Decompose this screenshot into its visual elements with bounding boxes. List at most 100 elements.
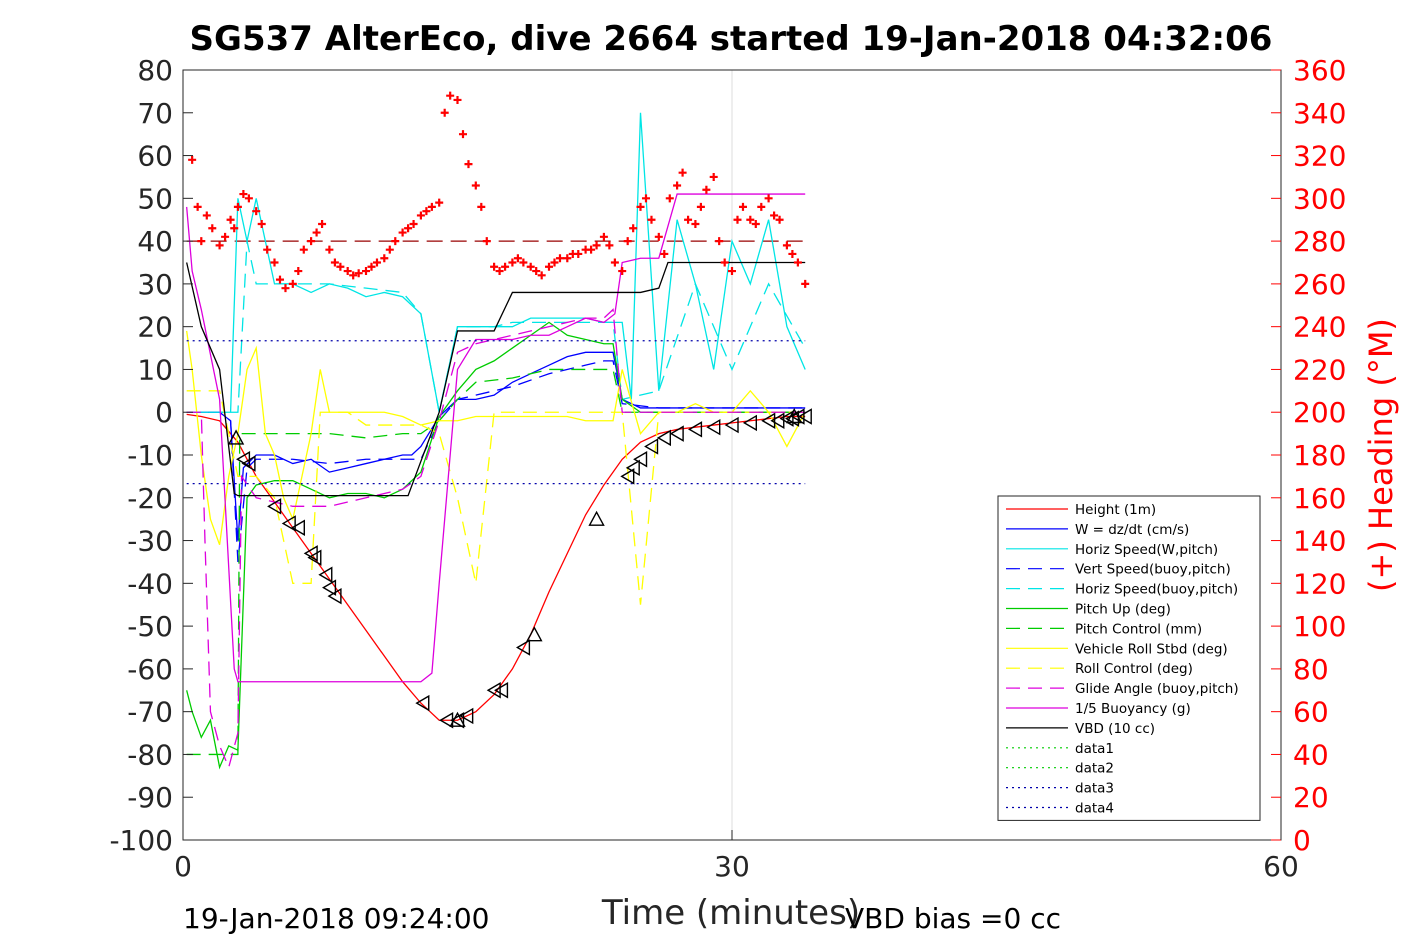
- heading-point: [440, 108, 449, 117]
- legend-label: data2: [1075, 761, 1114, 777]
- series-line: [186, 112, 806, 413]
- heading-point: [202, 211, 211, 220]
- legend-label: Horiz Speed(W,pitch): [1075, 542, 1218, 558]
- heading-point: [385, 245, 394, 254]
- y-tick-label: -40: [127, 567, 173, 600]
- y-tick-label: -80: [127, 738, 173, 771]
- triangle-marker: [322, 579, 337, 596]
- heading-point: [495, 267, 504, 276]
- y-tick-label: 50: [137, 182, 173, 215]
- heading-point: [477, 202, 486, 211]
- series-line: [186, 193, 806, 683]
- heading-point: [501, 262, 510, 271]
- chart-title: SG537 AlterEco, dive 2664 started 19-Jan…: [190, 19, 1273, 59]
- y-right-tick-label: 200: [1293, 396, 1346, 429]
- triangle-marker: [797, 408, 812, 425]
- heading-point: [372, 258, 381, 267]
- legend-label: 1/5 Buoyancy (g): [1075, 701, 1191, 717]
- heading-point: [252, 207, 261, 216]
- triangle-marker: [281, 515, 296, 532]
- heading-point: [325, 245, 334, 254]
- y-right-tick-label: 220: [1293, 353, 1346, 386]
- heading-point: [482, 237, 491, 246]
- triangle-marker: [742, 414, 757, 432]
- heading-point: [526, 262, 535, 271]
- heading-point: [330, 258, 339, 267]
- series-line: [186, 308, 806, 770]
- legend-box: [997, 495, 1261, 821]
- legend-label: Height (1m): [1075, 502, 1156, 518]
- heading-point: [233, 202, 242, 211]
- heading-point: [684, 215, 693, 224]
- heading-point: [288, 279, 297, 288]
- y-right-tick-label: 80: [1293, 653, 1329, 686]
- legend-label: Glide Angle (buoy,pitch): [1075, 681, 1239, 697]
- heading-point: [294, 267, 303, 276]
- heading-point: [416, 211, 425, 220]
- legend-label: Roll Control (deg): [1075, 661, 1193, 677]
- y-tick-label: 0: [155, 396, 173, 429]
- heading-point: [696, 202, 705, 211]
- y-tick-label: 70: [137, 97, 173, 130]
- heading-point: [764, 194, 773, 203]
- heading-point: [193, 202, 202, 211]
- heading-point: [738, 202, 747, 211]
- y-right-tick-label: 120: [1293, 567, 1346, 600]
- triangle-marker: [620, 468, 635, 485]
- triangle-marker: [706, 418, 721, 436]
- triangle-marker: [415, 694, 430, 712]
- triangle-marker: [449, 711, 466, 727]
- right-axis-label: (+) Heading (°M): [1362, 318, 1400, 592]
- heading-point: [318, 220, 327, 228]
- y-tick-label: 80: [137, 54, 173, 87]
- heading-point: [239, 190, 248, 199]
- triangle-marker: [494, 682, 509, 699]
- heading-point: [715, 237, 724, 246]
- y-right-tick-label: 40: [1293, 738, 1329, 771]
- heading-point: [362, 267, 370, 276]
- legend-label: Pitch Up (deg): [1075, 602, 1171, 618]
- series-line: [186, 240, 806, 413]
- legend: Height (1m) W = dz/dt (cm/s) Horiz Speed(W…: [997, 495, 1261, 821]
- series-line: [186, 261, 806, 497]
- heading-point: [221, 232, 230, 241]
- heading-point: [257, 220, 266, 228]
- triangle-marker: [669, 425, 684, 442]
- heading-point: [435, 198, 444, 207]
- legend-label: Pitch Control (mm): [1075, 621, 1202, 637]
- heading-point: [508, 258, 517, 267]
- legend-label: data3: [1075, 781, 1114, 797]
- heading-point: [281, 284, 290, 293]
- heading-point: [563, 254, 572, 263]
- triangle-marker: [625, 459, 640, 477]
- heading-point: [299, 245, 308, 254]
- heading-point: [605, 241, 614, 250]
- y-right-tick-label: 0: [1293, 824, 1311, 857]
- heading-point: [550, 258, 559, 267]
- footer-timestamp: 19-Jan-2018 09:24:00: [183, 902, 489, 935]
- y-right-tick-label: 100: [1293, 610, 1346, 643]
- heading-point: [801, 279, 810, 288]
- heading-point: [453, 95, 462, 104]
- heading-point: [208, 224, 217, 233]
- heading-point: [270, 258, 279, 267]
- y-tick-label: 40: [137, 225, 173, 258]
- heading-point: [244, 194, 253, 203]
- heading-point: [592, 241, 601, 250]
- heading-point: [623, 237, 632, 246]
- y-right-tick-label: 60: [1293, 696, 1329, 729]
- heading-point: [788, 249, 797, 258]
- triangle-marker: [318, 566, 333, 583]
- heading-point: [490, 262, 499, 271]
- heading-point: [728, 267, 736, 276]
- triangle-marker: [633, 451, 648, 468]
- heading-point: [471, 181, 480, 190]
- data-layer: [186, 91, 812, 770]
- triangle-marker: [327, 587, 342, 605]
- heading-point: [545, 262, 553, 271]
- heading-point: [678, 168, 687, 177]
- heading-point: [215, 241, 224, 250]
- heading-point: [793, 258, 802, 267]
- heading-point: [275, 275, 284, 284]
